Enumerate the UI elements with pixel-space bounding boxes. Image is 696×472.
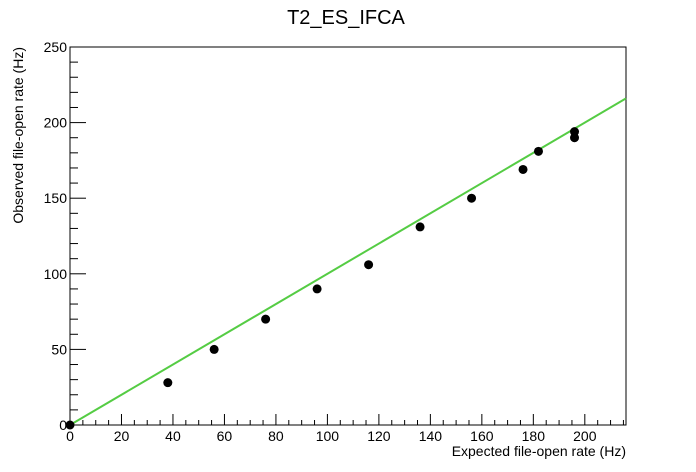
x-tick-label: 180 — [522, 428, 546, 444]
x-tick-label: 0 — [66, 428, 74, 444]
plot-frame — [69, 46, 627, 426]
data-point — [312, 284, 322, 294]
x-tick-label: 140 — [419, 428, 443, 444]
data-point — [533, 146, 543, 156]
x-tick-label: 40 — [165, 428, 181, 444]
chart-title: T2_ES_IFCA — [287, 7, 405, 29]
axes: 0 20 40 60 80 100 120 140 160 180 200 0 50 100 150 200 2… — [44, 39, 624, 444]
x-tick-label: 80 — [268, 428, 284, 444]
data-point — [415, 222, 425, 232]
data-point — [518, 164, 528, 174]
x-tick-label: 200 — [573, 428, 597, 444]
x-tick-label: 100 — [316, 428, 340, 444]
reference-line-segment — [69, 97, 627, 426]
data-point — [163, 378, 173, 388]
x-tick-label: 160 — [470, 428, 494, 444]
x-axis-label: Expected file-open rate (Hz) — [452, 443, 626, 459]
y-axis-label: Observed file-open rate (Hz) — [10, 47, 26, 224]
data-point — [209, 344, 219, 354]
x-tick-label: 60 — [217, 428, 233, 444]
x-tick-label: 20 — [114, 428, 130, 444]
data-points — [65, 127, 580, 430]
data-point — [570, 127, 580, 137]
y-tick-label: 200 — [44, 115, 68, 131]
data-point — [467, 193, 477, 203]
data-point — [261, 314, 271, 324]
data-point — [65, 420, 75, 430]
data-point — [364, 260, 374, 270]
y-tick-label: 0 — [59, 417, 67, 433]
y-tick-label: 50 — [51, 341, 67, 357]
x-tick-label: 120 — [367, 428, 391, 444]
y-tick-label: 100 — [44, 266, 68, 282]
y-tick-label: 250 — [44, 39, 68, 55]
y-tick-label: 150 — [44, 190, 68, 206]
reference-line — [69, 97, 627, 426]
